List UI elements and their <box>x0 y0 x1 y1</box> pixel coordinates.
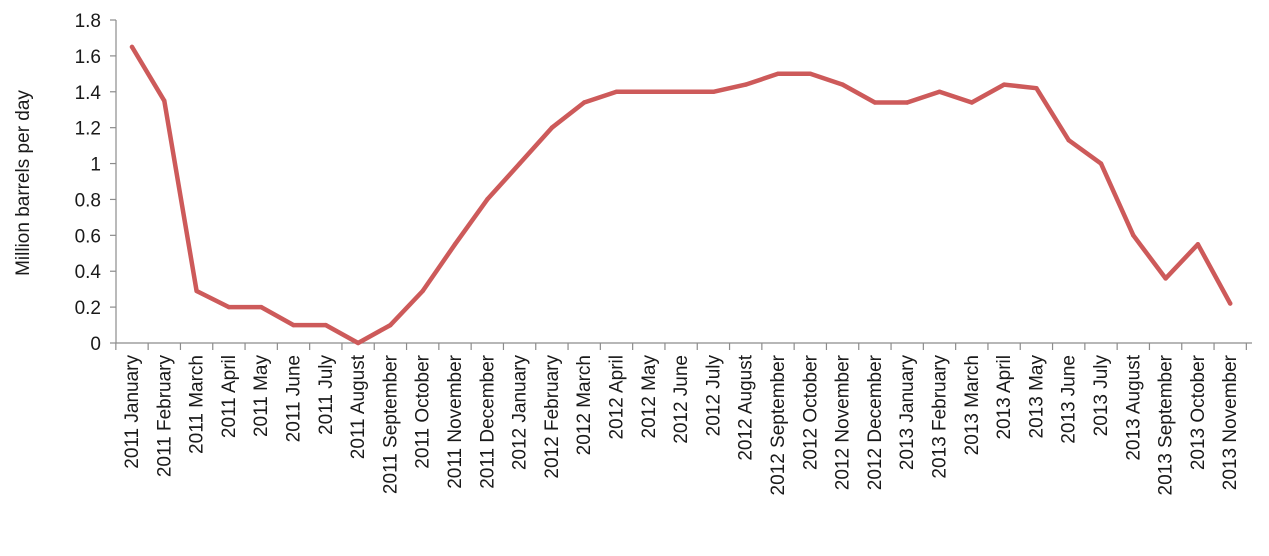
data-point <box>743 82 748 87</box>
x-tick-label: 2011 December <box>477 354 498 488</box>
x-tick-label: 2013 August <box>1123 354 1144 460</box>
data-point <box>355 340 361 346</box>
x-tick-label: 2011 February <box>154 355 175 478</box>
y-axis-title-group: Million barrels per day <box>13 90 34 276</box>
data-point <box>872 100 878 105</box>
data-point <box>517 161 522 166</box>
data-point <box>194 288 199 294</box>
y-tick-label: 1.6 <box>75 47 101 68</box>
x-tick-label: 2012 July <box>703 355 724 437</box>
data-point <box>840 82 845 87</box>
y-tick-label: 1.2 <box>75 119 101 140</box>
x-tick-label: 2013 February <box>930 355 951 479</box>
x-tick-label: 2013 March <box>962 355 983 455</box>
x-tick-label: 2013 June <box>1059 355 1080 444</box>
x-tick-label: 2012 September <box>768 354 789 495</box>
x-tick-label: 2011 August <box>348 354 369 459</box>
data-point <box>582 100 587 105</box>
data-point <box>452 242 458 247</box>
data-point <box>323 322 328 328</box>
x-tick-label: 2012 August <box>736 354 757 460</box>
y-tick-label: 0.6 <box>75 226 101 247</box>
x-tick-label: 2012 October <box>800 354 821 470</box>
data-point <box>1131 233 1136 238</box>
data-point <box>905 100 910 105</box>
data-point <box>259 304 264 310</box>
x-tick-label: 2011 May <box>251 355 272 438</box>
x-tick-label: 2013 January <box>897 355 918 471</box>
data-point <box>678 89 684 95</box>
y-tick-label: 1 <box>90 155 101 176</box>
y-axis-title: Million barrels per day <box>13 90 34 276</box>
data-point <box>388 322 393 328</box>
x-tick-label: 2012 March <box>574 355 595 455</box>
x-tick-label: 2012 January <box>510 355 531 471</box>
data-point <box>1001 82 1007 87</box>
x-tick-label: 2011 October <box>413 354 434 468</box>
y-tick-label: 0.4 <box>75 262 102 283</box>
data-point <box>1098 161 1104 166</box>
x-tick-label: 2013 October <box>1188 354 1209 470</box>
x-tick-label: 2012 June <box>671 355 692 444</box>
y-tick-label: 1.8 <box>75 11 101 32</box>
x-tick-label: 2012 November <box>833 354 854 490</box>
x-tick-label: 2013 July <box>1091 355 1112 437</box>
x-tick-label: 2012 December <box>865 354 886 490</box>
data-point <box>1034 86 1039 91</box>
data-point <box>775 71 781 77</box>
data-point <box>711 89 716 95</box>
data-point <box>420 288 425 294</box>
x-tick-label: 2011 July <box>316 355 337 435</box>
x-tick-label: 2012 May <box>639 355 660 439</box>
axes <box>115 20 1252 344</box>
data-point <box>937 89 942 95</box>
y-tick-label: 0.2 <box>75 298 101 319</box>
x-tick-label: 2012 April <box>607 355 628 440</box>
y-axis-ticks: 0 0.2 0.4 0.6 0.8 1 1.2 1.4 1.6 1.8 <box>75 11 116 355</box>
plot-area <box>129 44 1233 346</box>
x-tick-label: 2012 February <box>542 355 563 479</box>
x-tick-label: 2013 September <box>1156 354 1177 495</box>
data-point <box>614 89 619 95</box>
x-tick-label: 2011 April <box>219 355 240 438</box>
x-tick-label: 2011 June <box>284 355 305 442</box>
y-tick-label: 1.4 <box>75 83 102 104</box>
data-point <box>1195 242 1201 247</box>
x-tick-label: 2011 November <box>445 354 466 488</box>
x-axis-ticks: 2011 January 2011 February 2011 March 2011 … <box>115 343 1247 496</box>
x-tick-label: 2013 May <box>1026 355 1047 439</box>
data-point <box>646 89 651 95</box>
y-tick-label: 0.8 <box>75 190 101 211</box>
data-point <box>226 304 232 310</box>
x-tick-label: 2011 September <box>380 354 401 494</box>
data-point <box>129 44 135 50</box>
x-tick-label: 2011 January <box>122 355 143 469</box>
data-point <box>291 322 296 328</box>
data-point <box>969 100 974 105</box>
data-point <box>485 197 490 202</box>
data-point <box>808 71 813 77</box>
data-point <box>1163 276 1168 281</box>
data-point <box>1228 301 1233 306</box>
x-tick-label: 2013 April <box>994 355 1015 440</box>
data-point <box>1066 138 1071 143</box>
x-tick-label: 2013 November <box>1220 354 1241 490</box>
data-point <box>162 98 167 104</box>
x-tick-label: 2011 March <box>187 355 208 454</box>
data-point <box>549 125 555 130</box>
y-tick-label: 0 <box>90 334 101 355</box>
